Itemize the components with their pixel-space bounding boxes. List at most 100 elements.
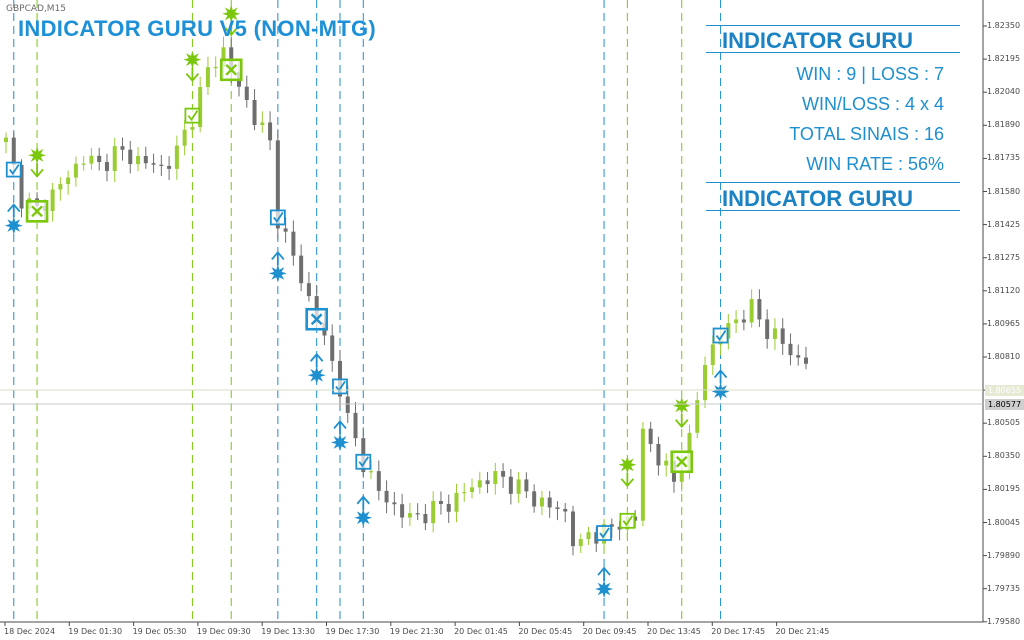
indicator-title: INDICATOR GURU V5 (NON-MTG) (18, 16, 377, 41)
candle-body (190, 127, 195, 130)
candle-body (679, 471, 684, 482)
candle-body (353, 412, 358, 439)
ask-price-tag: 1.80655 (985, 385, 1024, 396)
candle-body (547, 497, 552, 508)
candle-body (306, 283, 311, 297)
candle-body (501, 471, 506, 477)
candle-body (508, 476, 513, 494)
candle-body (462, 492, 467, 494)
arrow-up-icon (597, 566, 611, 582)
candle-body (734, 319, 739, 324)
current-price-tag: 1.80577 (985, 399, 1024, 410)
candle-body (656, 443, 661, 466)
call-star-icon (354, 508, 373, 527)
candle-body (136, 156, 141, 165)
arrow-down-icon (620, 472, 635, 488)
candle-body (50, 189, 55, 212)
candle-body (120, 146, 125, 150)
stats-panel: INDICATOR GURU WIN : 9 | LOSS : 7 WIN/LO… (706, 24, 960, 214)
candle-body (89, 155, 94, 164)
candle-body (563, 508, 568, 512)
candle-body (268, 122, 273, 141)
candle-body (741, 319, 746, 323)
price-axis-label: 1.81735 (987, 153, 1021, 163)
candle-body (221, 47, 226, 67)
candle-body (376, 471, 381, 491)
arrow-down-icon (30, 163, 44, 178)
candle-body (804, 357, 808, 364)
arrow-up-icon (7, 203, 21, 218)
put-star-icon (183, 50, 202, 69)
call-star-icon (331, 433, 349, 452)
time-axis-label: 19 Dec 13:30 (261, 627, 315, 636)
time-axis-label: 19 Dec 09:30 (196, 627, 251, 636)
candle-body (796, 355, 801, 358)
candle-body (128, 149, 133, 165)
candle-body (283, 228, 288, 232)
candle-body (407, 513, 412, 518)
candle-body (765, 319, 770, 339)
candle-body (493, 471, 498, 485)
candle-body (104, 161, 109, 171)
arrow-down-icon (185, 67, 200, 83)
time-axis-label: 19 Dec 05:30 (132, 627, 187, 636)
checkmark-icon (622, 515, 634, 527)
panel-rule-bottom (706, 182, 960, 183)
time-axis-label: 20 Dec 21:45 (775, 627, 830, 636)
price-axis-label: 1.82350 (987, 21, 1021, 30)
brand-label-top: INDICATOR GURU (722, 28, 914, 53)
candle-body (151, 163, 156, 165)
candle-body (470, 487, 475, 493)
cross-icon (310, 313, 323, 326)
time-axis-label: 20 Dec 01:45 (454, 627, 508, 636)
time-axis-label: 20 Dec 17:45 (711, 627, 766, 636)
cross-icon (225, 63, 238, 76)
price-axis-label: 1.80505 (987, 418, 1021, 428)
price-axis-label: 1.79735 (987, 583, 1021, 593)
candle-body (143, 156, 148, 164)
candle-body (291, 231, 296, 256)
candle-body (570, 511, 575, 547)
cross-icon (675, 455, 688, 468)
candle-body (81, 163, 86, 165)
candle-body (73, 163, 78, 178)
candle-body (438, 501, 443, 504)
checkmark-icon (358, 456, 370, 468)
candle-body (423, 513, 428, 524)
panel-rule-bottom-under (706, 210, 960, 211)
candle-body (695, 400, 700, 433)
cross-icon (31, 205, 43, 218)
arrow-up-icon (271, 251, 285, 266)
put-star-icon (28, 146, 47, 165)
candle-body (66, 177, 71, 185)
candle-body (431, 501, 436, 524)
checkmark-icon (599, 527, 610, 539)
chart-grid (4, 25, 987, 626)
candle-body (532, 491, 537, 507)
candle-body (392, 502, 397, 505)
ratio-stat: WIN/LOSS : 4 x 4 (801, 94, 944, 114)
time-axis-label: 20 Dec 05:45 (518, 627, 573, 636)
panel-rule-top-under (706, 52, 960, 53)
candle-body (369, 471, 374, 473)
candle-body (384, 490, 389, 503)
candle-body (205, 67, 210, 88)
checkmark-icon (9, 164, 20, 176)
candles (4, 36, 808, 556)
candle-body (749, 299, 754, 323)
candle-body (485, 480, 490, 485)
candle-body (275, 140, 280, 229)
symbol-label: GBPCAD,M15 (6, 4, 67, 14)
call-star-icon (595, 580, 614, 598)
signal-vertical-lines (13, 0, 722, 622)
put-star-icon (618, 455, 637, 474)
price-axis-label: 1.82195 (987, 54, 1021, 64)
candle-body (252, 99, 257, 126)
checkmark-icon (715, 330, 727, 342)
time-axis-label: 18 Dec 2024 (4, 627, 56, 636)
price-axis-label: 1.81890 (987, 120, 1021, 130)
candle-body (648, 428, 653, 444)
brand-label-bottom: INDICATOR GURU (722, 186, 914, 211)
